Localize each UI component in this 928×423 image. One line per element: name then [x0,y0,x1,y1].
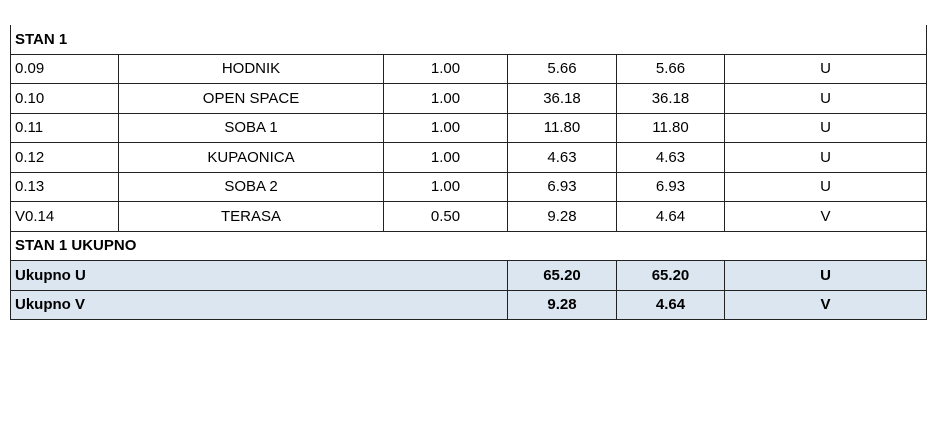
table-body: STAN 1 0.09 HODNIK 1.00 5.66 5.66 U 0.10 OPEN SP… [9,25,928,320]
factor: 0.50 [383,201,508,232]
factor: 1.00 [383,142,508,173]
factor: 1.00 [383,83,508,114]
factor: 1.00 [383,53,508,84]
table-row: Ukupno U 65.20 65.20 U [10,260,928,291]
weighted-area: 4.64 [616,201,725,232]
room-name: HODNIK [118,53,384,84]
area: 6.93 [507,171,617,202]
table-row: V0.14 TERASA 0.50 9.28 4.64 V [10,201,928,232]
weighted-area: 4.63 [616,142,725,173]
room-id: V0.14 [10,201,119,232]
room-id: 0.12 [10,142,119,173]
weighted-area: 6.93 [616,171,725,202]
area: 9.28 [507,201,617,232]
total-weighted-area: 4.64 [616,289,725,320]
total-label: Ukupno V [10,289,508,320]
type: U [723,53,928,84]
room-name: SOBA 2 [118,171,384,202]
table-row: 0.09 HODNIK 1.00 5.66 5.66 U [10,53,928,84]
table-row: STAN 1 [9,25,928,55]
total-type: V [723,289,928,320]
table-row: 0.11 SOBA 1 1.00 11.80 11.80 U [10,112,928,143]
room-id: 0.10 [10,83,119,114]
total-type: U [723,260,928,291]
room-name: KUPAONICA [118,142,384,173]
section-title: STAN 1 [9,25,928,55]
area: 36.18 [507,83,617,114]
weighted-area: 11.80 [616,112,725,143]
table-row: STAN 1 UKUPNO [9,231,928,261]
total-weighted-area: 65.20 [616,260,725,291]
table-row: 0.10 OPEN SPACE 1.00 36.18 36.18 U [10,83,928,114]
total-area: 65.20 [507,260,617,291]
type: U [723,83,928,114]
factor: 1.00 [383,171,508,202]
room-name: OPEN SPACE [118,83,384,114]
type: V [723,201,928,232]
total-label: Ukupno U [10,260,508,291]
weighted-area: 5.66 [616,53,725,84]
type: U [723,171,928,202]
type: U [723,142,928,173]
factor: 1.00 [383,112,508,143]
room-id: 0.13 [10,171,119,202]
area: 11.80 [507,112,617,143]
room-id: 0.09 [10,53,119,84]
type: U [723,112,928,143]
room-name: SOBA 1 [118,112,384,143]
area: 4.63 [507,142,617,173]
table-row: 0.12 KUPAONICA 1.00 4.63 4.63 U [10,142,928,173]
weighted-area: 36.18 [616,83,725,114]
area-table: STAN 1 0.09 HODNIK 1.00 5.66 5.66 U 0.10 OPEN SP… [9,25,928,320]
total-area: 9.28 [507,289,617,320]
room-name: TERASA [118,201,384,232]
table-row: 0.13 SOBA 2 1.00 6.93 6.93 U [10,171,928,202]
summary-title: STAN 1 UKUPNO [9,231,928,261]
area: 5.66 [507,53,617,84]
table-row: Ukupno V 9.28 4.64 V [10,289,928,320]
room-id: 0.11 [10,112,119,143]
